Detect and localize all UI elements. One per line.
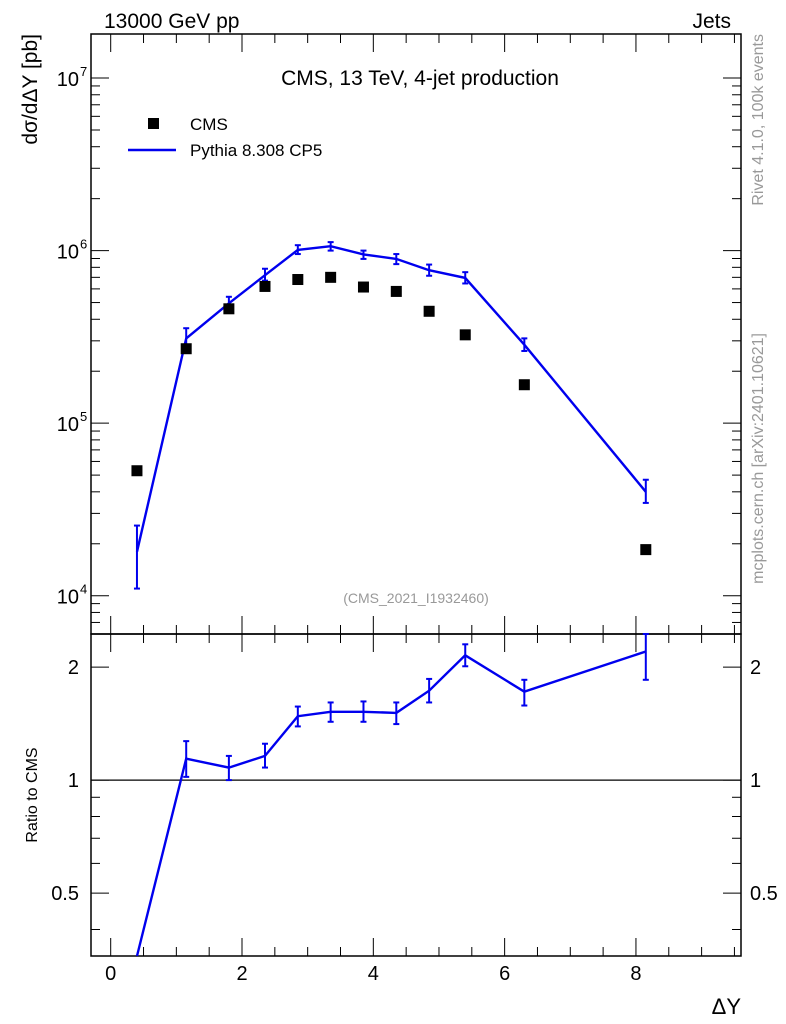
main-y-tick-exponent: 4 <box>80 582 87 597</box>
ratio-line <box>135 650 647 957</box>
cms-data-point <box>259 280 271 292</box>
cms-data-point <box>423 305 435 317</box>
ratio-x-tick-label: 4 <box>368 963 379 985</box>
ratio-x-tick-labels: 0 2 4 6 8 <box>105 963 641 985</box>
cms-data-point <box>292 274 304 286</box>
ratio-y-tick-label-right: 2 <box>750 657 761 679</box>
ratio-y-tick-label-right: 1 <box>750 770 761 792</box>
chart-title: CMS, 13 TeV, 4-jet production <box>281 67 559 90</box>
main-y-tick-label: 10 <box>57 414 79 436</box>
main-axis-ticks <box>91 34 741 635</box>
ratio-y-tick-label-left: 0.5 <box>51 883 79 905</box>
ratio-y-tick-labels: 0.5 0.5 1 1 2 2 <box>51 657 778 905</box>
cms-data-point <box>390 285 402 297</box>
side-mcplots-label: mcplots.cern.ch [arXiv:2401.10621] <box>750 333 767 584</box>
legend-label-cms: CMS <box>190 115 228 134</box>
ratio-y-tick-label-left: 1 <box>68 770 79 792</box>
cms-data-point <box>459 329 471 341</box>
ratio-x-tick-label: 8 <box>630 963 641 985</box>
cms-data-point <box>518 379 530 391</box>
cms-data-point <box>180 343 192 355</box>
cms-data-point <box>325 271 337 283</box>
ratio-y-axis-label: Ratio to CMS <box>24 747 41 842</box>
ratio-x-tick-label: 2 <box>236 963 247 985</box>
main-y-tick-exponent: 6 <box>80 237 87 252</box>
cms-data-point <box>640 544 652 556</box>
legend-marker-cms <box>148 118 159 129</box>
ratio-axis-ticks <box>91 634 741 956</box>
main-y-tick-label: 10 <box>57 242 79 264</box>
main-y-tick-exponent: 5 <box>80 409 87 424</box>
header-process-label: Jets <box>692 10 731 33</box>
ratio-x-tick-label: 6 <box>499 963 510 985</box>
ratio-x-tick-label: 0 <box>105 963 116 985</box>
analysis-id-label: (CMS_2021_I1932460) <box>343 590 489 606</box>
main-y-tick-exponent: 7 <box>80 64 87 79</box>
x-axis-label: ΔY <box>712 994 742 1019</box>
header-beam-label: 13000 GeV pp <box>104 10 239 33</box>
cms-data-point <box>131 465 143 477</box>
main-y-axis-label: dσ/dΔY [pb] <box>19 34 42 145</box>
ratio-panel: 0.5 0.5 1 1 2 2 0 2 4 6 8 Ratio to CMS ΔY <box>24 633 778 1019</box>
main-y-tick-label: 10 <box>57 69 79 91</box>
cms-data-point <box>223 303 235 315</box>
mc-line <box>135 244 647 552</box>
cms-data-point <box>357 281 369 293</box>
ratio-y-tick-label-left: 2 <box>68 657 79 679</box>
main-frame <box>90 33 742 635</box>
ratio-y-tick-label-right: 0.5 <box>750 883 778 905</box>
main-data-marks <box>131 241 652 590</box>
main-y-tick-label: 10 <box>57 587 79 609</box>
side-rivet-label: Rivet 4.1.0, 100k events <box>750 34 767 206</box>
ratio-frame <box>90 633 742 957</box>
legend: CMS Pythia 8.308 CP5 <box>128 115 322 160</box>
ratio-data-marks <box>135 633 649 957</box>
legend-label-pythia: Pythia 8.308 CP5 <box>190 141 322 160</box>
